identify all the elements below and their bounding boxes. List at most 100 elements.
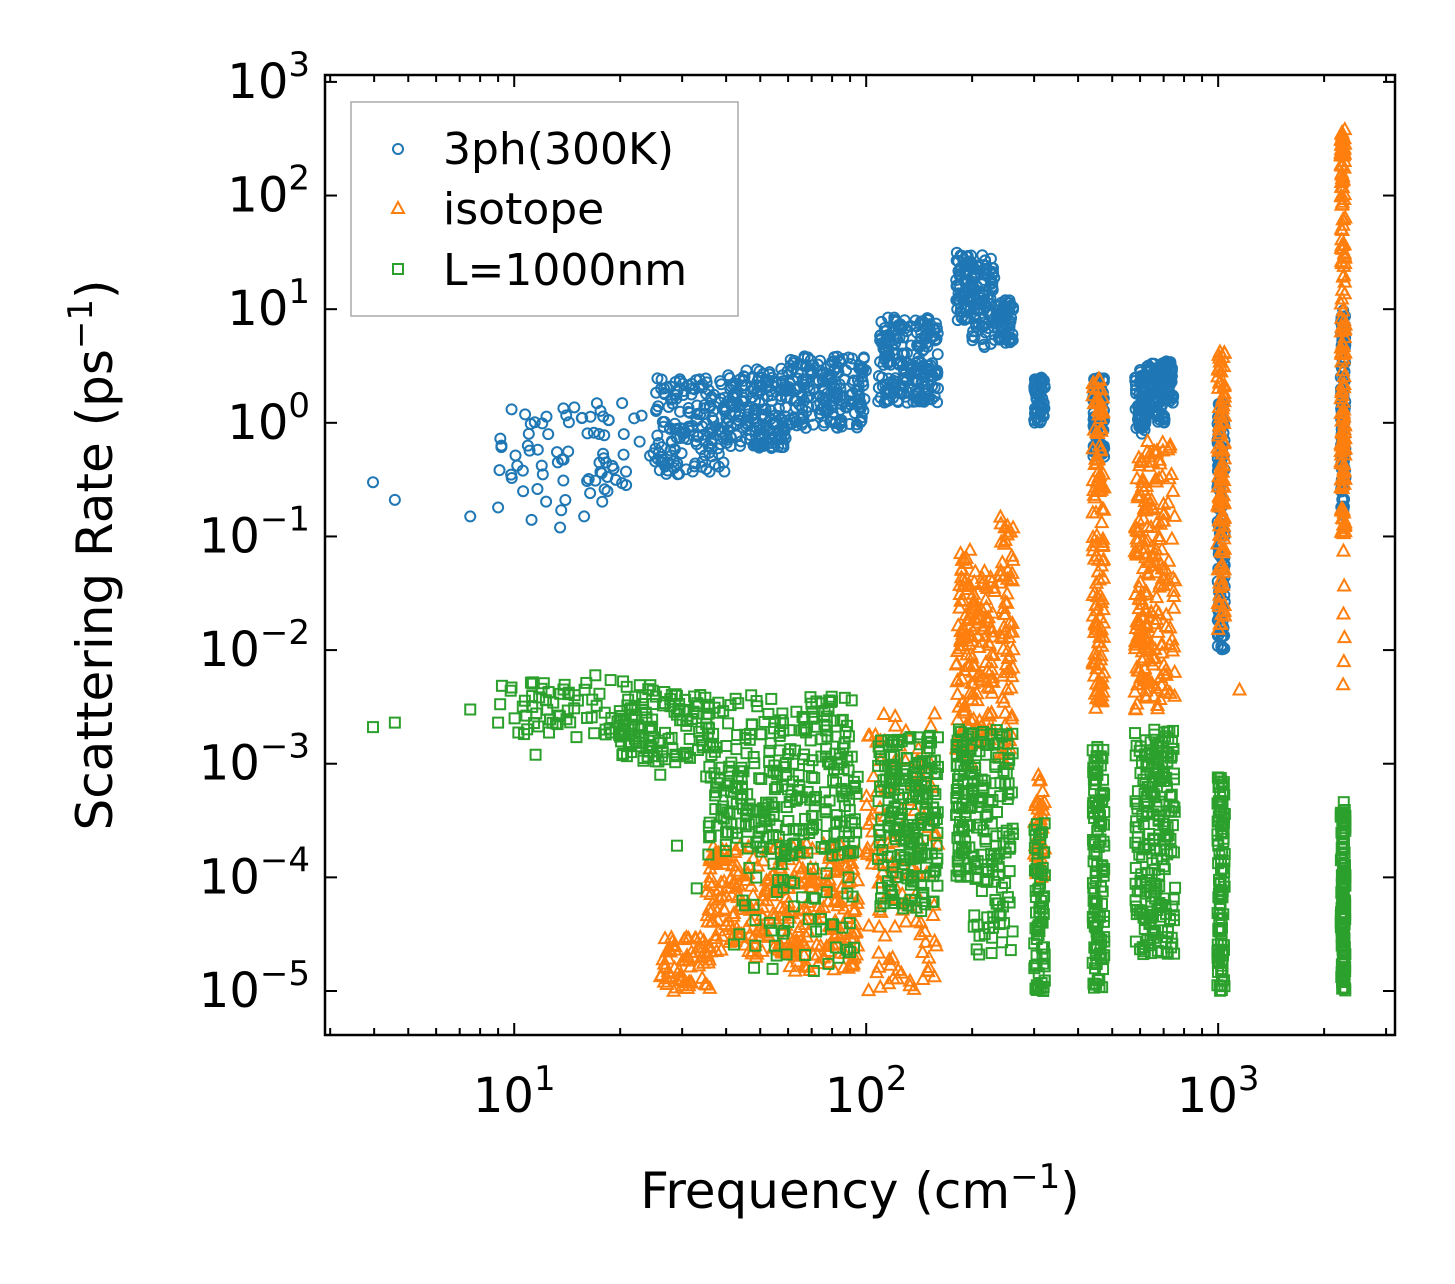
square-point — [1092, 797, 1105, 810]
square-point — [1131, 831, 1144, 844]
triangle-point — [1093, 621, 1110, 636]
square-point — [749, 939, 762, 952]
circle-point — [857, 352, 870, 365]
triangle-point — [1093, 419, 1110, 434]
triangle-point — [846, 903, 862, 918]
circle-point — [853, 362, 866, 375]
circle-point — [746, 383, 759, 396]
circle-point — [535, 459, 548, 472]
triangle-point — [980, 634, 997, 649]
triangle-point — [997, 531, 1013, 546]
circle-point — [762, 422, 775, 435]
square-point — [1129, 749, 1142, 762]
triangle-point — [829, 850, 846, 865]
circle-point — [802, 390, 815, 403]
triangle-point — [1089, 547, 1105, 562]
triangle-point — [1335, 410, 1351, 425]
triangle-point — [996, 535, 1013, 550]
circle-point — [525, 513, 538, 526]
triangle-point — [737, 936, 753, 951]
triangle-point — [704, 876, 720, 892]
square-point — [1157, 860, 1170, 873]
square-point — [990, 830, 1003, 843]
triangle-point — [1210, 427, 1227, 442]
circle-point — [998, 308, 1011, 321]
circle-point — [1158, 379, 1171, 392]
square-point — [1130, 900, 1143, 913]
circle-point — [1140, 377, 1153, 390]
square-point — [1131, 885, 1144, 898]
square-point — [1143, 916, 1156, 929]
triangle-point — [925, 906, 941, 922]
triangle-point — [1155, 434, 1171, 449]
square-point — [1335, 851, 1348, 864]
triangle-point — [869, 964, 885, 979]
square-point — [876, 844, 889, 857]
square-point — [799, 812, 812, 825]
y-tick-label: 101 — [227, 272, 310, 337]
triangle-point — [1141, 671, 1157, 686]
triangle-point — [1094, 533, 1111, 548]
triangle-point — [672, 970, 688, 985]
square-point — [886, 866, 899, 879]
square-point — [962, 819, 975, 832]
triangle-point — [850, 937, 866, 952]
circle-point — [788, 413, 801, 426]
square-point — [926, 813, 939, 826]
triangle-point — [956, 704, 972, 719]
triangle-point — [1335, 211, 1351, 226]
square-point — [872, 759, 885, 772]
square-point — [950, 800, 963, 813]
circle-point — [578, 510, 591, 523]
square-point — [845, 694, 858, 707]
square-point — [834, 714, 847, 727]
square-point — [975, 792, 988, 805]
circle-point — [690, 413, 703, 426]
square-point — [526, 676, 539, 689]
circle-point — [1133, 420, 1146, 433]
triangle-point — [809, 946, 826, 961]
triangle-point — [1085, 440, 1101, 455]
square-point — [1166, 900, 1179, 913]
square-point — [670, 839, 683, 852]
circle-point — [983, 265, 996, 278]
circle-point — [662, 400, 675, 413]
triangle-point — [1129, 470, 1145, 485]
square-point — [822, 957, 835, 970]
circle-point — [674, 405, 687, 418]
square-point — [1030, 818, 1043, 831]
triangle-point — [1089, 473, 1105, 488]
triangle-point — [951, 599, 968, 614]
square-point — [981, 865, 994, 878]
circle-point — [685, 377, 698, 390]
square-point — [772, 874, 785, 887]
triangle-point — [1335, 268, 1351, 283]
square-point — [1029, 982, 1042, 995]
circle-point — [388, 493, 401, 506]
triangle-point — [958, 554, 975, 569]
circle-point — [587, 426, 600, 439]
triangle-point — [1336, 653, 1352, 668]
square-point — [1005, 786, 1018, 799]
circle-point — [891, 332, 904, 345]
triangle-point — [1333, 178, 1349, 193]
circle-point — [754, 420, 767, 433]
circle-point — [628, 412, 641, 425]
square-point — [778, 924, 791, 937]
square-point — [987, 921, 1000, 934]
legend: 3ph(300K) isotope L=1000nm — [350, 101, 739, 317]
square-point — [776, 927, 789, 940]
square-point — [1159, 821, 1172, 834]
square-point — [736, 802, 749, 815]
square-point — [765, 924, 778, 937]
circle-point — [689, 457, 702, 470]
square-point — [977, 725, 990, 738]
square-point — [787, 900, 800, 913]
square-point — [927, 801, 940, 814]
triangle-point — [1337, 315, 1353, 330]
triangle-point — [1333, 345, 1350, 360]
square-point — [997, 764, 1010, 777]
square-point — [737, 765, 750, 778]
square-point — [1098, 862, 1111, 875]
